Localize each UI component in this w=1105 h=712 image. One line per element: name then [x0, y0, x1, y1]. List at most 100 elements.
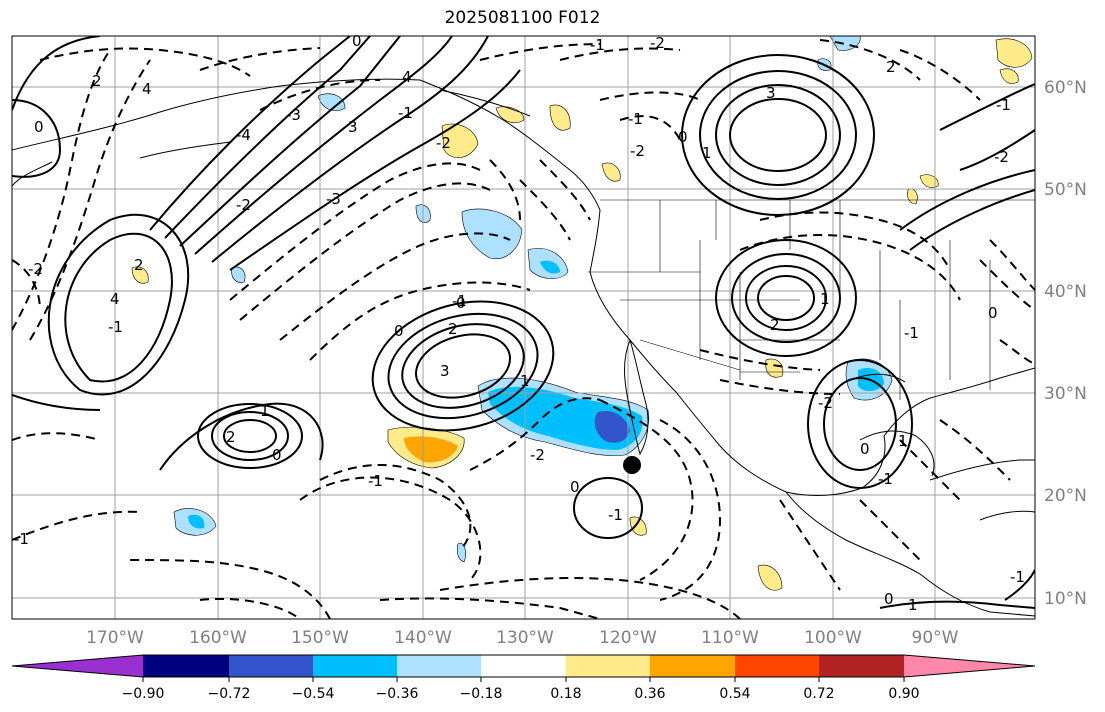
contour-label: -1	[108, 318, 123, 336]
contour-label: 1	[702, 144, 712, 162]
contour-label: -3	[326, 190, 341, 208]
colorbar-segment	[904, 655, 1035, 677]
lat-label: 40°N	[1044, 282, 1087, 302]
negative-anomaly-region	[317, 93, 346, 111]
lon-label: 140°W	[394, 628, 452, 648]
contour-label: 3	[440, 362, 450, 380]
positive-anomaly-region	[995, 38, 1033, 68]
colorbar-tick-label: 0.18	[550, 686, 581, 702]
contour-label: -1	[996, 96, 1011, 114]
contour-label: 0	[884, 590, 894, 608]
contour-label: -1	[452, 292, 467, 310]
colorbar-tick-label: 0.54	[719, 686, 750, 702]
contour-label: -2	[994, 148, 1009, 166]
colorbar-tick-label: −0.54	[292, 686, 335, 702]
lon-label: 170°W	[86, 628, 144, 648]
lon-label: 130°W	[496, 628, 554, 648]
contour-label: 0	[570, 478, 580, 496]
lat-label: 30°N	[1044, 384, 1087, 404]
contour-label: 0	[456, 294, 466, 312]
colorbar-segment	[481, 655, 566, 677]
colorbar-segment	[313, 655, 397, 677]
solid-contours	[12, 36, 1035, 609]
contour-label: -1	[878, 470, 893, 488]
lon-label: 110°W	[701, 628, 759, 648]
contour-label: -1	[590, 36, 605, 54]
contour-label: 1	[908, 596, 918, 614]
lon-label: 90°W	[912, 628, 959, 648]
contour-label: -1	[368, 472, 383, 490]
negative-anomaly-region	[231, 266, 246, 283]
contour-labels: 2 4 0 -2 2 3 4 -3 -2 -1 -2 -3 -4 -2 -1 0…	[14, 32, 1025, 614]
contour-label: 4	[110, 290, 120, 308]
negative-anomaly-core	[540, 260, 560, 274]
colorbar: −0.90 −0.72 −0.54 −0.36 −0.18 0.18 0.36 …	[11, 654, 1036, 702]
lat-label: 50°N	[1044, 180, 1087, 200]
political-borders	[588, 199, 1035, 400]
colorbar-tick-label: −0.72	[208, 686, 251, 702]
colorbar-tick-label: 0.90	[888, 686, 919, 702]
contour-label: 0	[272, 446, 282, 464]
positive-anomaly-region	[765, 358, 784, 378]
negative-anomaly-peak	[594, 410, 630, 443]
colorbar-tick-label: −0.18	[460, 686, 503, 702]
positive-anomaly-region	[549, 104, 571, 131]
negative-anomaly-region	[456, 542, 466, 563]
map-title: 2025081100 F012	[444, 8, 601, 28]
colorbar-tick-label: 0.72	[803, 686, 834, 702]
contour-label: 2	[134, 256, 144, 274]
longitude-labels: 170°W 160°W 150°W 140°W 130°W 120°W 110°…	[86, 628, 959, 648]
contour-label: 2	[448, 320, 458, 338]
lon-label: 100°W	[804, 628, 862, 648]
contour-label: 1	[520, 372, 530, 390]
colorbar-tick-label: −0.36	[376, 686, 419, 702]
colorbar-segment	[650, 655, 735, 677]
lat-label: 20°N	[1044, 486, 1087, 506]
contour-label: -1	[398, 104, 413, 122]
lat-label: 60°N	[1044, 78, 1087, 98]
colorbar-segment	[12, 655, 143, 677]
contour-label: -2	[28, 260, 43, 278]
shaded-regions	[131, 36, 1033, 591]
contour-label: 1	[820, 290, 830, 308]
colorbar-segment	[566, 655, 650, 677]
contour-label: 1	[898, 432, 908, 450]
map-frame	[11, 35, 1036, 620]
negative-anomaly-core	[188, 514, 205, 529]
positive-anomaly-region	[999, 68, 1019, 84]
contour-label: 3	[348, 118, 358, 136]
colorbar-segment	[143, 655, 229, 677]
contour-label: 0	[860, 440, 870, 458]
contour-label: -2	[236, 196, 251, 214]
lat-label: 10°N	[1044, 589, 1087, 609]
location-marker	[623, 456, 641, 474]
contour-label: 2	[770, 316, 780, 334]
positive-anomaly-region	[919, 174, 939, 188]
colorbar-tick-label: 0.36	[634, 686, 665, 702]
positive-anomaly-region	[757, 564, 783, 591]
contour-label: 4	[402, 68, 412, 86]
contour-label: -2	[436, 134, 451, 152]
contour-label: 2	[886, 58, 896, 76]
positive-anomaly-core	[404, 436, 458, 463]
positive-anomaly-region	[601, 162, 621, 182]
contour-label: 1	[260, 402, 270, 420]
colorbar-ticks	[142, 677, 905, 682]
colorbar-segment	[819, 655, 904, 677]
contour-label: -1	[14, 530, 29, 548]
dashed-contours	[12, 39, 1035, 619]
lon-label: 160°W	[189, 628, 247, 648]
contour-label: -3	[286, 106, 301, 124]
colorbar-segment	[397, 655, 481, 677]
contour-label: 0	[678, 128, 688, 146]
contour-label: -1	[628, 110, 643, 128]
positive-anomaly-region	[131, 266, 149, 284]
contour-label: 3	[766, 84, 776, 102]
contour-label: -1	[904, 324, 919, 342]
contour-label: -2	[630, 142, 645, 160]
colorbar-tick-label: −0.90	[122, 686, 165, 702]
latitude-labels: 60°N 50°N 40°N 30°N 20°N 10°N	[1044, 78, 1087, 609]
contour-label: 0	[394, 322, 404, 340]
contour-label: -1	[1010, 568, 1025, 586]
